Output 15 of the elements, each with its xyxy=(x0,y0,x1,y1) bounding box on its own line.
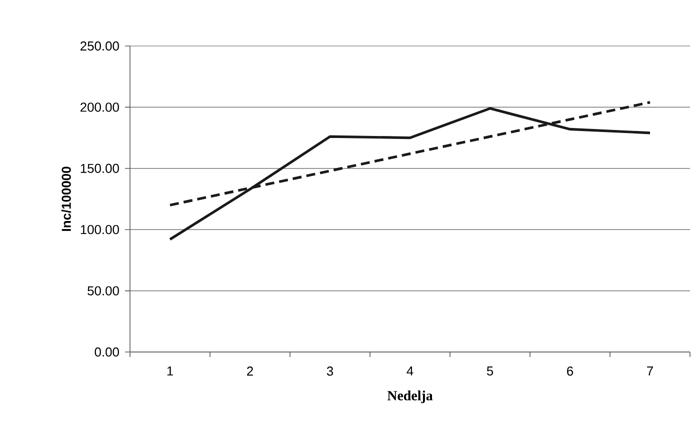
x-tick-label: 5 xyxy=(486,366,494,376)
y-tick-label: 0.00 xyxy=(94,347,119,357)
x-tick-label: 6 xyxy=(567,366,574,376)
x-tick-label: 1 xyxy=(167,366,173,376)
y-tick-label: 150.00 xyxy=(80,164,119,173)
y-axis-title: Inc/100000 xyxy=(61,166,72,231)
y-tick-label: 250.00 xyxy=(80,41,119,51)
x-tick-label: 4 xyxy=(406,366,414,376)
y-tick-label: 200.00 xyxy=(80,102,119,112)
x-tick-label: 7 xyxy=(647,366,653,376)
x-tick-label: 2 xyxy=(247,366,253,376)
y-tick-label: 100.00 xyxy=(80,225,119,234)
x-axis-title: Nedelja xyxy=(387,390,433,404)
y-tick-label: 50.00 xyxy=(88,286,119,296)
x-tick-label: 3 xyxy=(326,366,334,376)
